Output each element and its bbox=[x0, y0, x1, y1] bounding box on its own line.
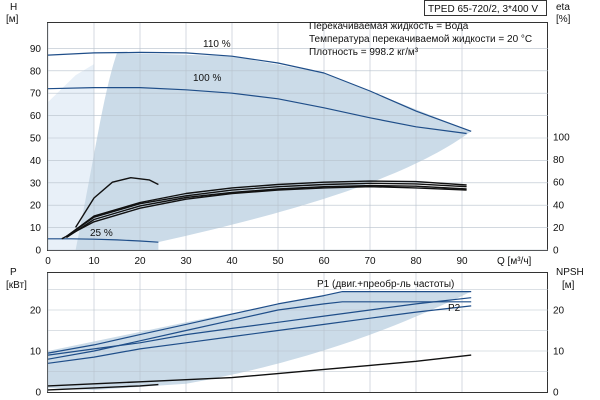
curve-label-100: 100 % bbox=[193, 73, 221, 84]
q-tick-label: 70 bbox=[364, 256, 376, 267]
h-tick-label: 70 bbox=[30, 89, 42, 100]
h-tick-label: 80 bbox=[30, 66, 42, 77]
lower-tick-labels: 0 10 20 0 10 20 bbox=[30, 306, 565, 399]
h-axis-unit: [м] bbox=[6, 14, 19, 25]
h-tick-label: 90 bbox=[30, 44, 42, 55]
h-tick-label: 50 bbox=[30, 134, 42, 145]
eta-tick-label: 0 bbox=[553, 246, 559, 257]
eta-tick-label: 100 bbox=[553, 133, 570, 144]
lower-series-3 bbox=[47, 305, 472, 364]
npsh-axis-unit: [м] bbox=[562, 280, 575, 291]
q-tick-label: 60 bbox=[318, 256, 330, 267]
annotation-p1: P1 (двиг.+преобр-ль частоты) bbox=[317, 278, 454, 290]
q-tick-label: 90 bbox=[456, 256, 468, 267]
npsh-tick-label: 10 bbox=[553, 347, 565, 358]
curve-label-25: 25 % bbox=[90, 228, 113, 239]
p-tick-label: 20 bbox=[30, 306, 42, 317]
h-axis-title: H bbox=[10, 2, 17, 13]
h-tick-label: 30 bbox=[30, 178, 42, 189]
title-box bbox=[424, 0, 547, 16]
upper-main-region bbox=[75, 52, 472, 250]
p-tick-label: 0 bbox=[35, 388, 41, 399]
upper-panel-frame bbox=[47, 22, 548, 251]
h-tick-label: 40 bbox=[30, 156, 42, 167]
info-line-density: Плотность = 998.2 кг/м³ bbox=[309, 47, 419, 58]
chart-title: TPED 65-720/2, 3*400 V bbox=[428, 4, 538, 15]
q-axis-title: Q [м³/ч] bbox=[497, 256, 532, 267]
upper-series-3 bbox=[75, 176, 159, 228]
lower-series-group bbox=[47, 291, 472, 391]
lower-series-0 bbox=[47, 291, 472, 354]
upper-operating-region bbox=[48, 52, 472, 250]
upper-series-4 bbox=[65, 180, 467, 237]
lower-series-2 bbox=[47, 301, 472, 360]
upper-light-region bbox=[48, 64, 94, 250]
q-tick-label: 20 bbox=[134, 256, 146, 267]
lower-panel-frame bbox=[47, 272, 548, 393]
h-tick-label: 60 bbox=[30, 111, 42, 122]
upper-series-0 bbox=[47, 51, 472, 132]
q-tick-label: 30 bbox=[180, 256, 192, 267]
lower-main-region bbox=[48, 291, 472, 390]
p-axis-title: P bbox=[10, 267, 17, 278]
upper-series-2 bbox=[48, 238, 159, 243]
lower-series-4 bbox=[47, 354, 472, 387]
upper-series-1 bbox=[47, 86, 467, 135]
eta-axis-unit: [%] bbox=[556, 14, 571, 25]
h-tick-label: 20 bbox=[30, 201, 42, 212]
lower-series-5 bbox=[47, 383, 159, 391]
npsh-tick-label: 0 bbox=[553, 388, 559, 399]
info-line-temperature: Температура перекачиваемой жидкости = 20… bbox=[309, 34, 532, 45]
info-line-liquid: Перекачиваемая жидкость = Вода bbox=[309, 21, 469, 32]
q-tick-label: 50 bbox=[272, 256, 284, 267]
npsh-tick-label: 20 bbox=[553, 306, 565, 317]
q-tick-label: 10 bbox=[88, 256, 100, 267]
upper-tick-labels: 0 10 20 30 40 50 60 70 80 90 0 10 20 30 40 50 60 70 80 90 0 2… bbox=[30, 44, 570, 267]
eta-axis-title: eta bbox=[556, 2, 570, 13]
h-tick-label: 0 bbox=[35, 246, 41, 257]
eta-tick-label: 40 bbox=[553, 200, 565, 211]
upper-series-7 bbox=[61, 185, 467, 240]
eta-tick-label: 60 bbox=[553, 178, 565, 189]
annotation-p2: P2 bbox=[448, 303, 461, 314]
upper-series-6 bbox=[66, 184, 467, 239]
q-tick-label: 80 bbox=[410, 256, 422, 267]
upper-series-5 bbox=[66, 182, 467, 237]
lower-operating-region bbox=[48, 291, 472, 390]
p-tick-label: 10 bbox=[30, 347, 42, 358]
upper-series-group bbox=[47, 51, 472, 243]
curve-label-110: 110 % bbox=[203, 39, 231, 50]
q-tick-label: 40 bbox=[226, 256, 238, 267]
eta-tick-label: 80 bbox=[553, 155, 565, 166]
npsh-axis-title: NPSH bbox=[556, 267, 584, 278]
h-tick-label: 10 bbox=[30, 223, 42, 234]
p-axis-unit: [кВт] bbox=[6, 280, 27, 291]
eta-tick-label: 20 bbox=[553, 223, 565, 234]
q-tick-label: 0 bbox=[45, 256, 51, 267]
